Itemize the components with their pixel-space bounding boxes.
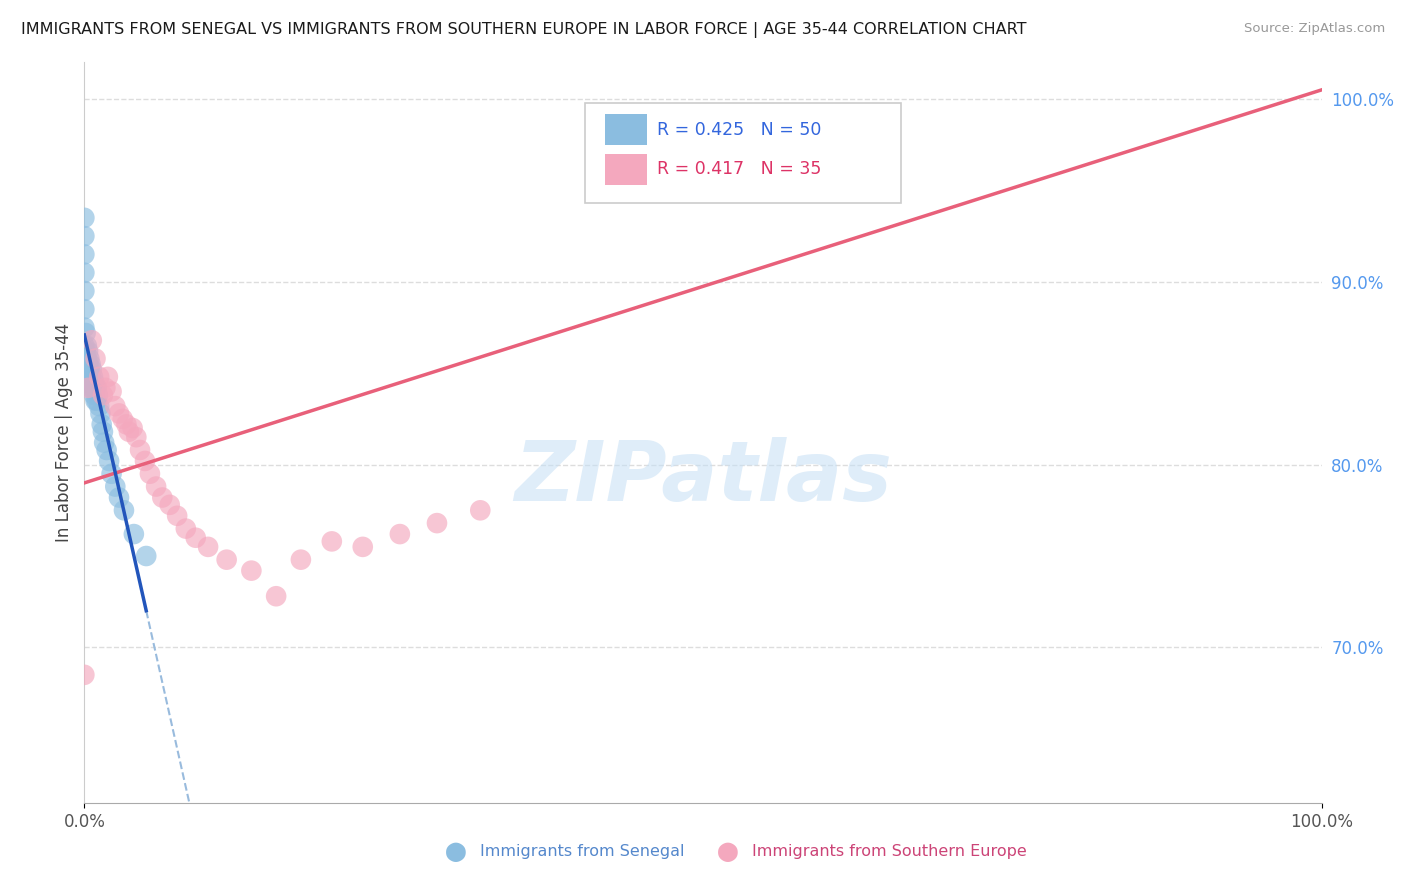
Point — [426, 516, 449, 530]
Text: Immigrants from Senegal: Immigrants from Senegal — [481, 845, 685, 859]
Point — [215, 552, 238, 566]
Point — [75, 344, 97, 359]
Point — [91, 425, 114, 439]
Point — [352, 540, 374, 554]
Point — [100, 384, 122, 399]
Point — [97, 369, 120, 384]
Point — [264, 589, 287, 603]
Point — [115, 417, 138, 432]
Point — [118, 425, 141, 439]
Point — [135, 549, 157, 563]
FancyBboxPatch shape — [605, 114, 647, 145]
Point — [104, 399, 127, 413]
Point — [90, 417, 112, 432]
Point — [91, 388, 114, 402]
Point — [84, 351, 107, 366]
Point — [79, 362, 101, 376]
Point — [82, 381, 104, 395]
Point — [77, 381, 100, 395]
Point — [125, 430, 148, 444]
Point — [150, 491, 173, 505]
Point — [82, 369, 104, 384]
Text: R = 0.417   N = 35: R = 0.417 N = 35 — [657, 160, 821, 178]
Point — [73, 668, 96, 682]
Text: ZIPatlas: ZIPatlas — [515, 436, 891, 517]
FancyBboxPatch shape — [585, 103, 901, 203]
Point — [166, 508, 188, 523]
Text: IMMIGRANTS FROM SENEGAL VS IMMIGRANTS FROM SOUTHERN EUROPE IN LABOR FORCE | AGE : IMMIGRANTS FROM SENEGAL VS IMMIGRANTS FR… — [21, 22, 1026, 38]
Point — [73, 376, 96, 390]
Text: ⬤: ⬤ — [717, 842, 738, 862]
Point — [79, 376, 101, 390]
Point — [100, 467, 122, 481]
Point — [73, 284, 96, 298]
Point — [83, 376, 105, 390]
Point — [129, 442, 152, 457]
Point — [197, 540, 219, 554]
Point — [184, 531, 207, 545]
Text: ⬤: ⬤ — [444, 842, 467, 862]
Point — [104, 479, 127, 493]
Point — [89, 406, 111, 420]
Point — [73, 247, 96, 261]
Point — [87, 388, 110, 402]
Point — [89, 399, 111, 413]
Point — [388, 527, 411, 541]
Point — [73, 266, 96, 280]
Point — [240, 564, 263, 578]
Point — [76, 351, 98, 366]
Point — [86, 381, 108, 395]
Point — [84, 381, 107, 395]
Point — [75, 357, 97, 371]
Point — [96, 442, 118, 457]
Point — [77, 369, 100, 384]
Point — [73, 211, 96, 225]
Text: Source: ZipAtlas.com: Source: ZipAtlas.com — [1244, 22, 1385, 36]
Point — [470, 503, 492, 517]
Point — [76, 339, 98, 353]
Point — [139, 467, 162, 481]
Point — [89, 369, 111, 384]
Point — [145, 479, 167, 493]
Point — [98, 454, 121, 468]
Point — [73, 339, 96, 353]
Point — [77, 344, 100, 359]
Point — [122, 527, 145, 541]
Point — [80, 362, 103, 376]
Point — [134, 454, 156, 468]
Point — [112, 503, 135, 517]
Point — [108, 406, 131, 420]
Point — [94, 381, 117, 395]
Point — [79, 369, 101, 384]
Point — [73, 320, 96, 334]
Point — [73, 302, 96, 317]
Point — [79, 381, 101, 395]
Point — [79, 351, 101, 366]
Text: Immigrants from Southern Europe: Immigrants from Southern Europe — [752, 845, 1028, 859]
Point — [80, 376, 103, 390]
Point — [290, 552, 312, 566]
Text: R = 0.425   N = 50: R = 0.425 N = 50 — [657, 120, 821, 139]
Point — [84, 393, 107, 408]
Point — [111, 412, 134, 426]
Point — [73, 357, 96, 371]
Point — [75, 326, 97, 340]
Point — [79, 357, 101, 371]
Point — [174, 522, 197, 536]
Point — [159, 498, 181, 512]
Point — [86, 393, 108, 408]
FancyBboxPatch shape — [605, 153, 647, 185]
Point — [108, 491, 131, 505]
Point — [93, 435, 115, 450]
Point — [83, 388, 105, 402]
Point — [80, 334, 103, 348]
Point — [75, 369, 97, 384]
Point — [77, 357, 100, 371]
Point — [321, 534, 343, 549]
Point — [76, 362, 98, 376]
Point — [73, 229, 96, 244]
Point — [121, 421, 143, 435]
Y-axis label: In Labor Force | Age 35-44: In Labor Force | Age 35-44 — [55, 323, 73, 542]
